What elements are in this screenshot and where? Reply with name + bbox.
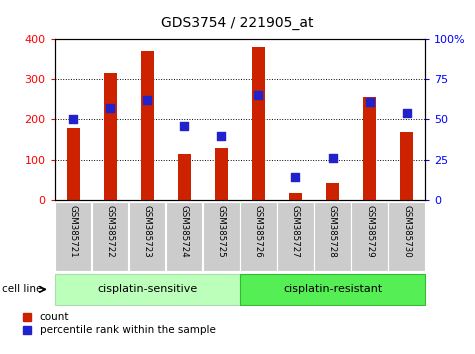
Text: GSM385724: GSM385724 [180,205,189,257]
Bar [92,202,128,271]
Point [69,117,77,122]
Bar [363,97,376,200]
Point [403,110,410,116]
Bar [55,274,240,304]
Text: GSM385728: GSM385728 [328,205,337,257]
Bar [66,127,80,200]
Text: GSM385727: GSM385727 [291,205,300,257]
Bar [314,202,351,271]
Bar [400,132,413,200]
Text: GSM385721: GSM385721 [69,205,77,257]
Bar [389,202,425,271]
Bar [326,183,339,200]
Point [180,123,188,129]
Point [329,155,336,161]
Text: cisplatin-resistant: cisplatin-resistant [283,284,382,294]
Bar [141,51,154,200]
Point [292,175,299,180]
Text: GDS3754 / 221905_at: GDS3754 / 221905_at [161,16,314,30]
Bar [277,202,314,271]
Bar [252,47,265,200]
Bar [203,202,239,271]
Text: GSM385722: GSM385722 [106,205,114,257]
Bar [166,202,202,271]
Point [143,97,151,103]
Text: GSM385730: GSM385730 [402,205,411,257]
Text: cisplatin-sensitive: cisplatin-sensitive [97,284,198,294]
Text: cell line: cell line [2,284,43,295]
Bar [240,274,425,304]
Point [106,105,114,111]
Bar [289,193,302,200]
Bar [352,202,388,271]
Bar [129,202,165,271]
Bar [104,73,117,200]
Text: GSM385725: GSM385725 [217,205,226,257]
Point [366,99,373,104]
Text: GSM385723: GSM385723 [143,205,152,257]
Text: GSM385729: GSM385729 [365,205,374,257]
Bar [55,202,91,271]
Point [218,133,225,138]
Legend: count, percentile rank within the sample: count, percentile rank within the sample [19,308,220,339]
Text: GSM385726: GSM385726 [254,205,263,257]
Bar [178,154,191,200]
Point [255,92,262,98]
Bar [215,148,228,200]
Bar [240,202,276,271]
